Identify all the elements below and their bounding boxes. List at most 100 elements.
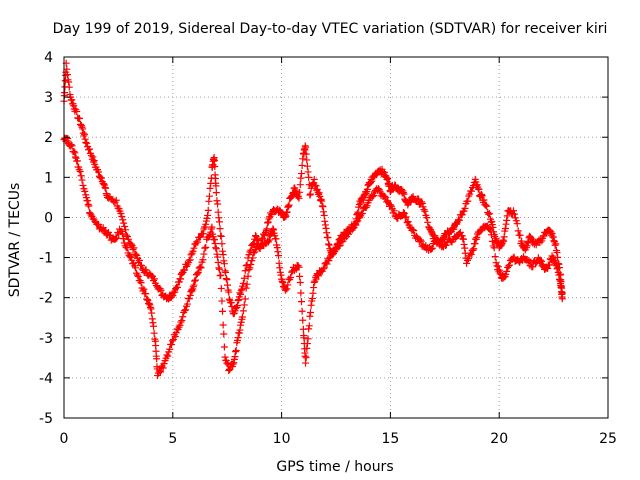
data-point — [133, 271, 141, 279]
data-point — [236, 326, 244, 334]
data-point — [95, 220, 103, 228]
data-point — [220, 343, 228, 351]
data-point — [423, 214, 431, 222]
data-point — [228, 303, 236, 311]
data-point — [118, 213, 126, 221]
data-point — [212, 182, 220, 190]
data-point — [90, 157, 98, 165]
data-point — [206, 184, 214, 192]
data-point — [486, 225, 494, 233]
data-point — [358, 209, 366, 217]
x-tick-label: 15 — [381, 431, 399, 447]
data-point — [461, 204, 469, 212]
data-point — [298, 307, 306, 315]
data-point — [126, 252, 134, 260]
data-point — [518, 237, 526, 245]
axis-ticks — [63, 56, 609, 419]
data-point — [178, 317, 186, 325]
data-point — [344, 230, 352, 238]
data-point — [225, 288, 233, 296]
data-point — [315, 189, 323, 197]
data-point — [547, 228, 555, 236]
data-point — [418, 200, 426, 208]
data-point — [308, 294, 316, 302]
data-point — [454, 216, 462, 224]
data-point — [123, 244, 131, 252]
data-point — [214, 259, 222, 267]
data-point — [247, 261, 255, 269]
data-point — [215, 214, 223, 222]
data-point — [134, 272, 142, 280]
data-point — [197, 264, 205, 272]
data-point — [269, 225, 277, 233]
data-point — [316, 192, 324, 200]
data-point — [503, 216, 511, 224]
data-point — [121, 223, 129, 231]
data-point — [296, 278, 304, 286]
data-point — [471, 240, 479, 248]
data-point — [214, 253, 222, 261]
data-point — [71, 149, 79, 157]
data-point — [77, 172, 85, 180]
data-point — [213, 197, 221, 205]
data-point — [353, 218, 361, 226]
data-point — [102, 184, 110, 192]
data-point — [477, 191, 485, 199]
data-point — [287, 273, 295, 281]
data-point — [319, 203, 327, 211]
data-point — [514, 227, 522, 235]
data-point — [321, 217, 329, 225]
data-point — [434, 237, 442, 245]
data-point — [523, 242, 531, 250]
data-point — [352, 221, 360, 229]
data-point — [319, 265, 327, 273]
data-point — [81, 130, 89, 138]
data-point — [119, 216, 127, 224]
data-point — [166, 345, 174, 353]
data-point — [297, 289, 305, 297]
data-point — [159, 364, 167, 372]
data-point — [325, 240, 333, 248]
data-point — [189, 247, 197, 255]
data-point — [100, 180, 108, 188]
series-upper-track — [60, 59, 566, 318]
data-point — [145, 299, 153, 307]
data-point — [480, 196, 488, 204]
data-point — [168, 337, 176, 345]
data-point — [150, 329, 158, 337]
data-point — [87, 211, 95, 219]
data-point — [287, 193, 295, 201]
y-tick-label: 2 — [44, 130, 53, 146]
data-point — [336, 242, 344, 250]
data-point — [232, 346, 240, 354]
data-point — [81, 187, 89, 195]
data-point — [194, 238, 202, 246]
data-point — [202, 243, 210, 251]
x-tick-labels: 0 5 10 15 20 25 — [60, 431, 617, 447]
data-point — [424, 218, 432, 226]
data-point — [399, 187, 407, 195]
data-point — [552, 240, 560, 248]
data-point — [363, 185, 371, 193]
y-tick-label: 0 — [44, 210, 53, 226]
data-point — [156, 368, 164, 376]
data-point — [369, 193, 377, 201]
data-point — [254, 237, 262, 245]
data-point — [133, 251, 141, 259]
data-point — [553, 265, 561, 273]
data-point — [406, 198, 414, 206]
data-point — [304, 168, 312, 176]
data-point — [140, 285, 148, 293]
data-point — [241, 267, 249, 275]
data-point — [205, 192, 213, 200]
data-point — [295, 194, 303, 202]
data-point — [219, 307, 227, 315]
data-point — [503, 267, 511, 275]
data-point — [463, 259, 471, 267]
y-tick-label: -5 — [39, 411, 53, 427]
data-point — [502, 220, 510, 228]
data-point — [87, 152, 95, 160]
data-point — [488, 218, 496, 226]
data-point — [210, 157, 218, 165]
data-point — [221, 353, 229, 361]
